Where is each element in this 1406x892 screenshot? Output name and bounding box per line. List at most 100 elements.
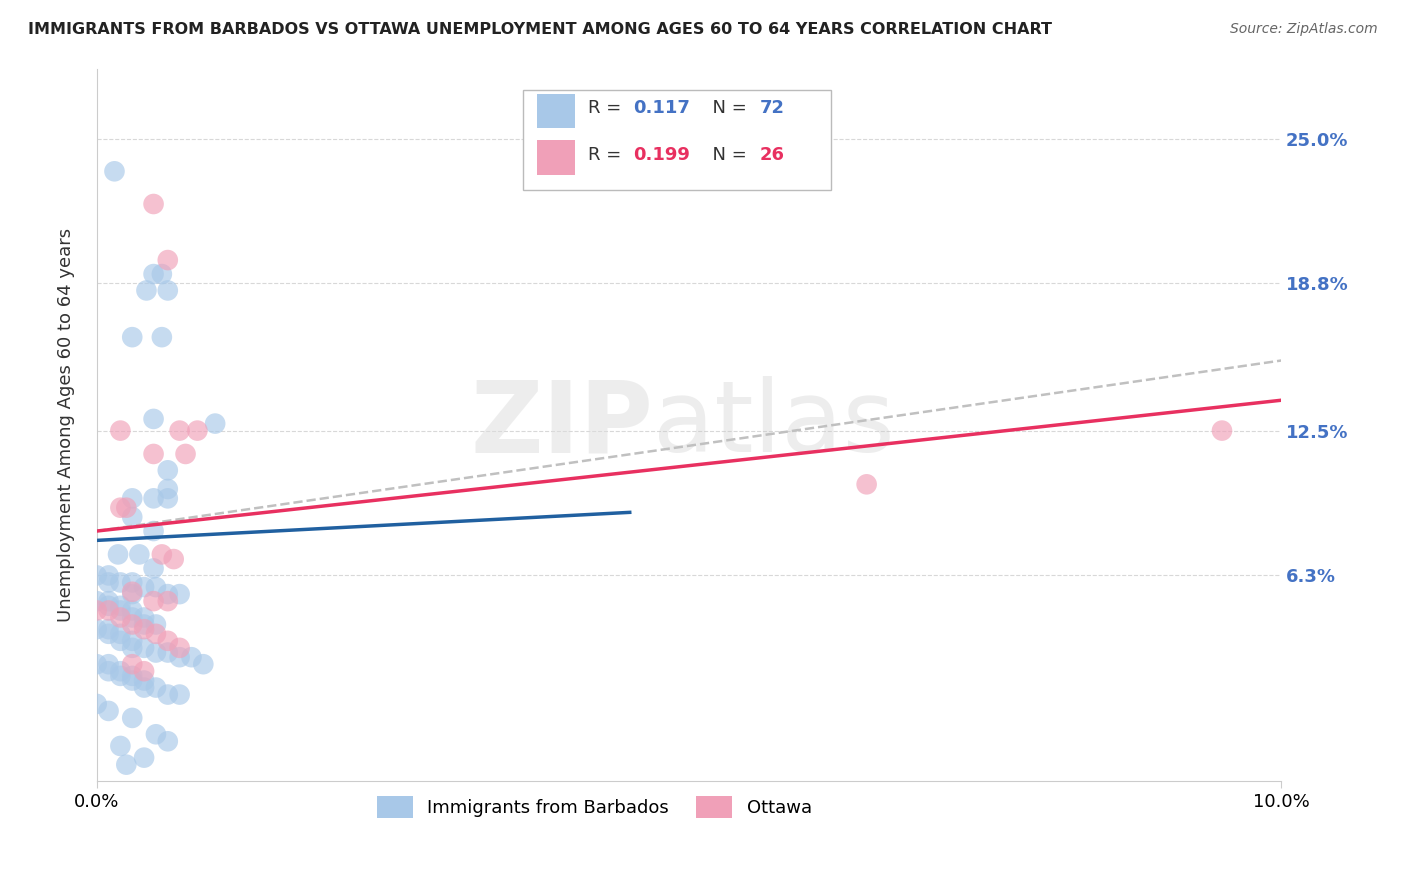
Point: [132, 673, 155, 688]
Point: [110, 500, 132, 515]
Point: [142, 594, 165, 608]
Y-axis label: Unemployment Among Ages 60 to 64 years: Unemployment Among Ages 60 to 64 years: [58, 227, 75, 622]
Point: [156, 587, 179, 601]
Point: [1211, 424, 1233, 438]
Point: [150, 330, 173, 344]
Point: [97, 664, 120, 678]
Point: [145, 681, 167, 695]
Point: [121, 633, 143, 648]
Point: [86, 603, 108, 617]
Point: [142, 267, 165, 281]
Point: [121, 575, 143, 590]
Point: [86, 622, 108, 636]
Point: [169, 424, 191, 438]
Point: [121, 584, 143, 599]
Point: [132, 610, 155, 624]
Point: [97, 657, 120, 672]
Point: [156, 284, 179, 298]
Point: [110, 739, 132, 753]
Point: [115, 500, 138, 515]
Point: [110, 669, 132, 683]
Point: [86, 657, 108, 672]
Point: [156, 491, 179, 506]
Point: [132, 617, 155, 632]
Point: [121, 587, 143, 601]
Point: [156, 688, 179, 702]
Point: [163, 552, 186, 566]
Point: [174, 447, 197, 461]
Point: [145, 580, 167, 594]
Point: [121, 640, 143, 655]
Point: [156, 734, 179, 748]
Point: [145, 627, 167, 641]
Point: [132, 750, 155, 764]
Point: [132, 580, 155, 594]
Point: [150, 548, 173, 562]
Point: [121, 491, 143, 506]
Point: [110, 627, 132, 641]
Point: [86, 697, 108, 711]
Point: [855, 477, 877, 491]
Point: [128, 548, 150, 562]
Text: 0.117: 0.117: [633, 99, 690, 117]
Point: [135, 284, 157, 298]
Point: [121, 711, 143, 725]
Point: [97, 622, 120, 636]
Text: N =: N =: [700, 99, 752, 117]
Point: [107, 548, 129, 562]
Point: [142, 197, 165, 211]
Point: [121, 330, 143, 344]
Point: [142, 491, 165, 506]
Point: [150, 267, 173, 281]
Point: [110, 633, 132, 648]
Point: [110, 599, 132, 613]
Point: [110, 603, 132, 617]
Point: [180, 650, 202, 665]
Point: [142, 561, 165, 575]
Point: [156, 633, 179, 648]
Point: [186, 424, 208, 438]
Point: [97, 627, 120, 641]
Point: [86, 568, 108, 582]
Point: [169, 587, 191, 601]
Point: [145, 646, 167, 660]
Point: [121, 617, 143, 632]
Point: [169, 650, 191, 665]
Point: [86, 594, 108, 608]
Point: [121, 603, 143, 617]
Point: [121, 510, 143, 524]
Point: [156, 594, 179, 608]
Legend: Immigrants from Barbados, Ottawa: Immigrants from Barbados, Ottawa: [370, 789, 818, 825]
Point: [132, 622, 155, 636]
Point: [142, 412, 165, 426]
Point: [121, 657, 143, 672]
Point: [110, 424, 132, 438]
Point: [97, 704, 120, 718]
Point: [132, 664, 155, 678]
Point: [156, 482, 179, 496]
Point: [132, 640, 155, 655]
Point: [97, 568, 120, 582]
Point: [204, 417, 226, 431]
Point: [145, 617, 167, 632]
Point: [97, 599, 120, 613]
Point: [110, 575, 132, 590]
Text: ZIP: ZIP: [471, 376, 654, 474]
Text: atlas: atlas: [654, 376, 896, 474]
Point: [97, 594, 120, 608]
Point: [115, 757, 138, 772]
Point: [156, 646, 179, 660]
Text: 0.199: 0.199: [633, 145, 690, 163]
Point: [156, 463, 179, 477]
Text: R =: R =: [588, 145, 627, 163]
Point: [132, 681, 155, 695]
Point: [193, 657, 215, 672]
Text: R =: R =: [588, 99, 627, 117]
Text: IMMIGRANTS FROM BARBADOS VS OTTAWA UNEMPLOYMENT AMONG AGES 60 TO 64 YEARS CORREL: IMMIGRANTS FROM BARBADOS VS OTTAWA UNEMP…: [28, 22, 1052, 37]
Point: [169, 640, 191, 655]
Point: [97, 575, 120, 590]
FancyBboxPatch shape: [523, 90, 831, 190]
Point: [103, 164, 125, 178]
Point: [156, 253, 179, 268]
Point: [169, 688, 191, 702]
